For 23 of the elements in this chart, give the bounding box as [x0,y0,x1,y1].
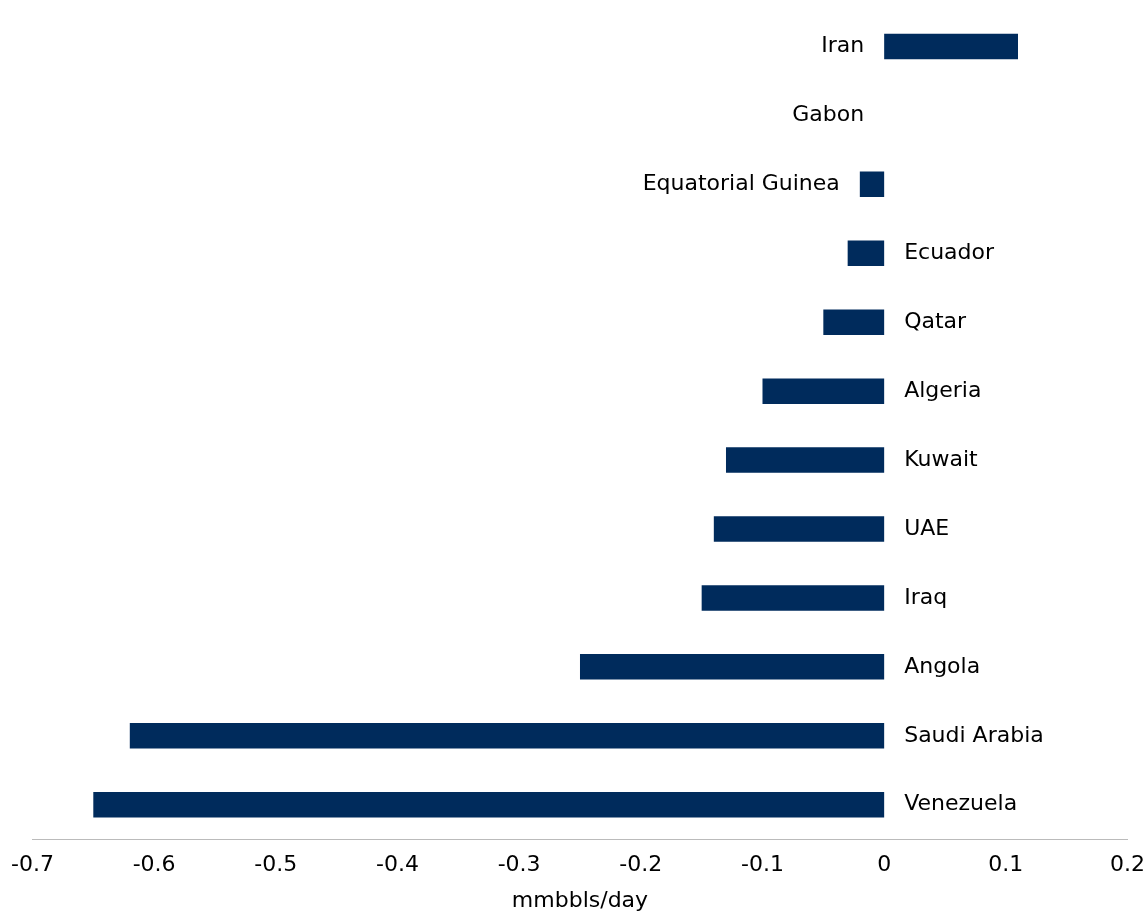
y-tick-label: Ecuador [904,238,996,264]
y-tick-label: Iran [821,32,865,58]
x-tick-label: -0.2 [619,851,663,877]
y-tick-label: Venezuela [904,790,1018,816]
y-tick-label: Gabon [792,101,865,127]
x-tick-label: 0 [877,851,892,877]
x-tick-label: -0.7 [10,851,54,877]
y-tick-label: Kuwait [904,445,979,471]
y-tick-label: Equatorial Guinea [642,170,840,196]
x-tick-label: -0.4 [376,851,419,877]
x-axis-title: mmbbls/day [511,886,649,912]
y-tick-label: Angola [904,652,981,678]
y-tick-label: UAE [904,514,950,540]
x-tick-label: -0.1 [741,851,784,877]
x-tick-label: -0.5 [254,851,298,877]
y-tick-label: Saudi Arabia [904,721,1044,747]
y-tick-label: Qatar [904,307,968,333]
x-tick-label: 0.1 [988,851,1024,877]
x-tick-label: -0.6 [132,851,176,877]
x-tick-label: 0.2 [1110,851,1146,877]
y-tick-label: Algeria [904,376,982,402]
x-tick-label: -0.3 [497,851,541,877]
y-tick-label: Iraq [904,583,948,609]
